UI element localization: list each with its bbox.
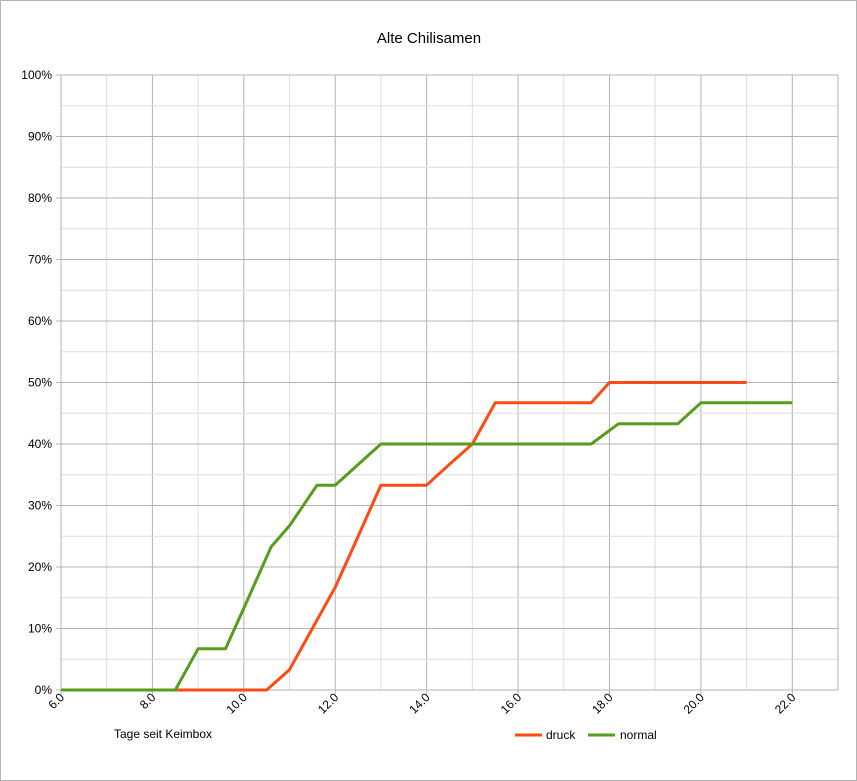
legend: druck normal (515, 728, 657, 742)
series-lines (61, 381, 793, 692)
x-tick-label: 20.0 (681, 690, 708, 717)
legend-label-normal: normal (620, 728, 657, 742)
y-tick-label: 0% (35, 683, 53, 697)
x-tick-label: 22.0 (772, 690, 799, 717)
y-tick-label: 60% (28, 314, 52, 328)
x-tick-label: 10.0 (224, 690, 251, 717)
legend-item-druck: druck (515, 728, 576, 742)
x-tick-label: 12.0 (315, 690, 342, 717)
y-tick-label: 30% (28, 499, 52, 513)
y-tick-label: 100% (21, 68, 52, 82)
y-tick-label: 90% (28, 130, 52, 144)
chart-title: Alte Chilisamen (377, 30, 481, 47)
legend-item-normal: normal (588, 728, 657, 742)
x-tick-label: 16.0 (498, 690, 525, 717)
x-tick-label: 18.0 (589, 690, 616, 717)
x-tick-label: 8.0 (137, 690, 159, 712)
x-axis-label: Tage seit Keimbox (114, 727, 212, 741)
y-tick-label: 50% (28, 376, 52, 390)
series-line-normal (61, 401, 793, 692)
y-tick-label: 10% (28, 622, 52, 636)
y-tick-label: 40% (28, 437, 52, 451)
axes: 0%10%20%30%40%50%60%70%80%90%100%6.0 8.0 1… (21, 68, 838, 717)
y-tick-label: 70% (28, 253, 52, 267)
y-tick-label: 20% (28, 560, 52, 574)
series-line-druck (61, 381, 747, 692)
x-tick-label: 14.0 (406, 690, 433, 717)
y-tick-label: 80% (28, 191, 52, 205)
legend-label-druck: druck (546, 728, 576, 742)
